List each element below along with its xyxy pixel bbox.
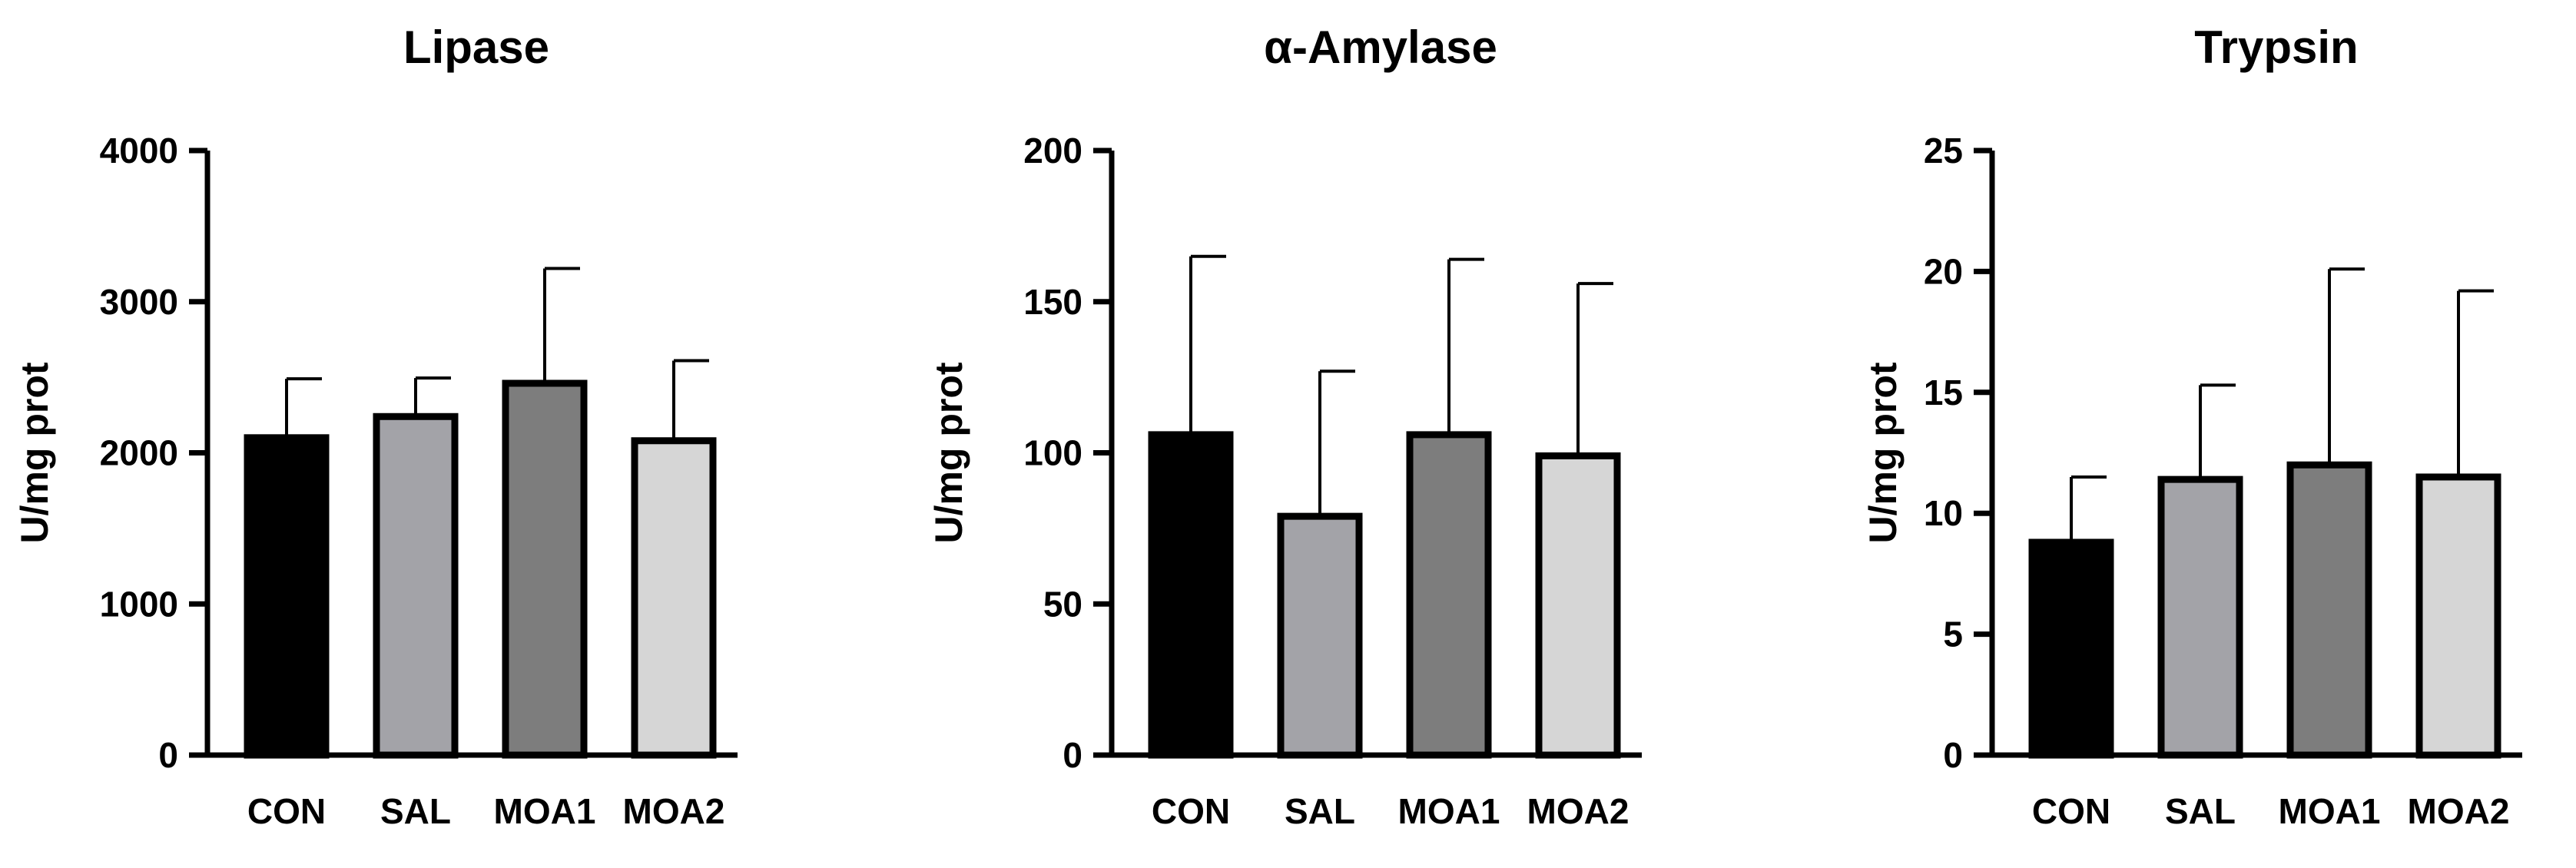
bar-sal: [373, 412, 459, 759]
bar-con: [244, 434, 330, 759]
x-tick-label: MOA1: [494, 791, 596, 831]
y-tick-label: 3000: [100, 282, 178, 322]
bar-sal: [1277, 512, 1363, 759]
y-tick-label: 0: [1063, 735, 1082, 775]
x-tick-label: CON: [1152, 791, 1230, 831]
x-tick-label: MOA1: [1398, 791, 1500, 831]
chart-panel-3: Trypsin U/mg prot CON SAL MOA1 MOA2 0 5 10 15 20 25: [1862, 22, 2522, 831]
bar-con: [1148, 431, 1234, 759]
bar-moa2: [1535, 452, 1621, 759]
x-tick-label: MOA1: [2279, 791, 2381, 831]
x-tick-label: CON: [2032, 791, 2110, 831]
chart-title: Lipase: [403, 22, 549, 73]
y-tick-label: 0: [1943, 735, 1963, 775]
y-tick-label: 150: [1023, 282, 1082, 322]
bar-moa2: [2415, 473, 2501, 759]
chart-title: Trypsin: [2194, 22, 2358, 73]
x-tick-label: MOA2: [2408, 791, 2510, 831]
bar-con: [2028, 538, 2114, 759]
x-tick-label: CON: [247, 791, 326, 831]
y-tick-label: 50: [1043, 584, 1082, 624]
bar-moa1: [502, 379, 588, 759]
bar-sal: [2157, 475, 2243, 759]
chart-panel-1: Lipase U/mg prot CON SAL MOA1 MOA2 0 1000 2000 30…: [13, 22, 738, 831]
y-tick-label: 10: [1924, 493, 1963, 533]
y-tick-label: 100: [1023, 433, 1082, 473]
y-tick-label: 2000: [100, 433, 178, 473]
y-tick-label: 0: [158, 735, 178, 775]
x-tick-label: SAL: [1285, 791, 1355, 831]
y-tick-label: 15: [1924, 373, 1963, 412]
bar-moa2: [631, 437, 717, 759]
y-axis-label: U/mg prot: [1862, 362, 1905, 543]
bar-moa1: [1406, 431, 1492, 759]
chart-panel-2: α-Amylase U/mg prot CON SAL MOA1 MOA2 0 50 100 15…: [927, 22, 1642, 831]
x-tick-label: SAL: [380, 791, 451, 831]
y-tick-label: 20: [1924, 251, 1963, 291]
x-tick-label: MOA2: [623, 791, 725, 831]
x-tick-label: SAL: [2165, 791, 2236, 831]
y-tick-label: 25: [1924, 131, 1963, 171]
bar-moa1: [2286, 461, 2372, 759]
x-tick-label: MOA2: [1527, 791, 1629, 831]
chart-title: α-Amylase: [1264, 22, 1497, 73]
y-axis-label: U/mg prot: [927, 362, 970, 543]
y-axis-label: U/mg prot: [13, 362, 56, 543]
y-tick-label: 200: [1023, 131, 1082, 171]
y-tick-label: 5: [1943, 615, 1963, 654]
y-tick-label: 1000: [100, 584, 178, 624]
y-tick-label: 4000: [100, 131, 178, 171]
